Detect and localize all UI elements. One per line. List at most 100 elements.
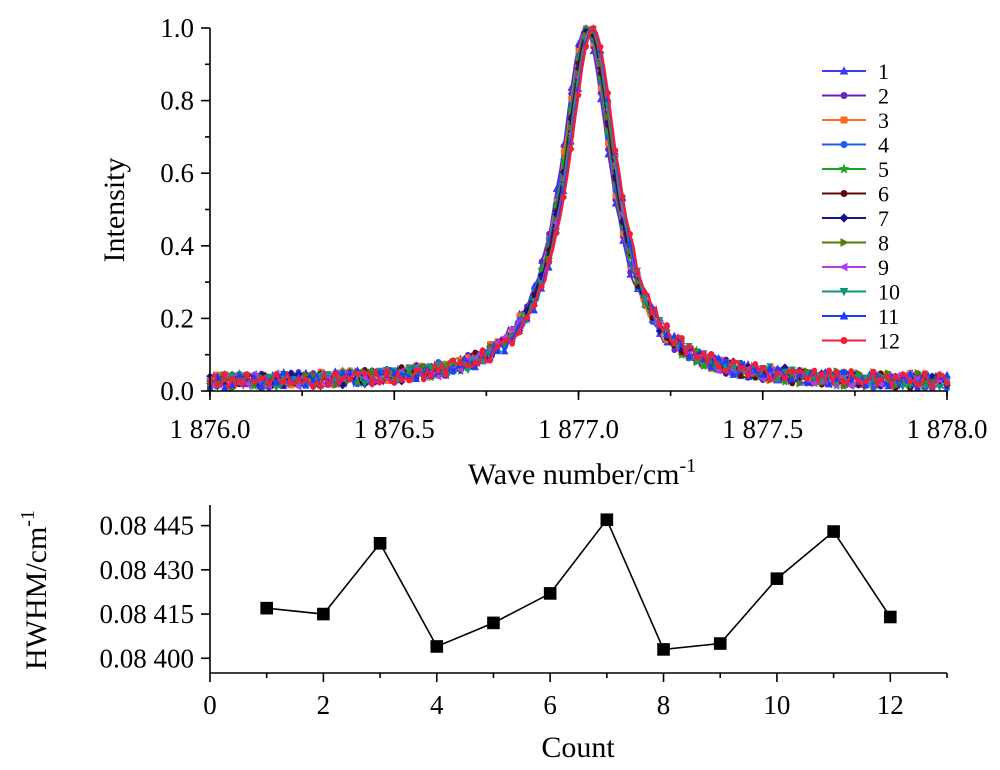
series-point <box>325 382 331 388</box>
series-point <box>921 370 928 377</box>
series-point <box>862 374 870 382</box>
legend-label: 6 <box>878 182 889 207</box>
series-point <box>361 380 369 388</box>
series-point <box>266 380 272 387</box>
series-point <box>714 367 722 375</box>
y-tick-label: 0.08 415 <box>100 599 195 629</box>
y-tick-label: 1.0 <box>160 13 194 43</box>
series-point <box>479 347 486 354</box>
x-ticks: 1 876.0 1 876.5 1 877.0 1 877.5 1 878.0 <box>170 391 988 444</box>
series-point <box>840 378 847 385</box>
legend-label: 3 <box>878 108 889 133</box>
legend-label: 7 <box>878 206 889 231</box>
series-point <box>892 373 899 380</box>
legend-label: 11 <box>878 304 899 329</box>
series-point <box>509 340 516 347</box>
x-tick-label: 10 <box>763 690 790 720</box>
series-point <box>280 368 288 376</box>
legend-swatch-marker <box>840 141 848 149</box>
series-point <box>876 380 884 389</box>
series-point <box>531 302 538 309</box>
series-point <box>708 350 715 357</box>
series-point <box>929 383 936 390</box>
spectrum-lines <box>205 24 952 393</box>
hwhm-line <box>266 518 891 651</box>
series-point <box>759 364 766 371</box>
series-point <box>619 193 626 200</box>
hwhm-point <box>600 513 614 527</box>
series-point <box>471 363 479 371</box>
series-point <box>346 369 354 377</box>
series-point <box>936 384 944 392</box>
series-point <box>310 383 317 390</box>
series-point <box>729 370 737 378</box>
series-point <box>936 372 943 379</box>
y-axis-label-superscript: -1 <box>17 510 39 527</box>
series-point <box>434 373 442 381</box>
series-point <box>369 381 376 388</box>
series-point <box>715 362 722 369</box>
series-point <box>914 381 921 388</box>
series-point <box>361 370 368 377</box>
series-point <box>907 378 914 385</box>
hwhm-point <box>487 616 500 630</box>
series-point <box>943 370 951 378</box>
series-point <box>870 384 877 391</box>
series-point <box>781 375 788 382</box>
series-point <box>295 376 302 383</box>
series-point <box>398 377 405 383</box>
legend-swatch-marker <box>840 336 848 344</box>
series-point <box>376 379 383 386</box>
series-point <box>257 382 266 390</box>
series-point <box>730 358 737 365</box>
series-point <box>457 360 464 367</box>
series-point <box>449 366 457 374</box>
y-axis-label: Intensity <box>98 158 131 263</box>
series-point <box>804 375 810 382</box>
hwhm-point <box>713 637 727 650</box>
legend-swatch-marker <box>840 190 848 198</box>
y-ticks: 0.08 400 0.08 415 0.08 430 0.08 445 <box>100 511 210 673</box>
series-point <box>745 372 751 379</box>
series-point <box>686 343 692 350</box>
series-point <box>700 350 707 357</box>
y-tick-label: 0.08 430 <box>100 555 195 585</box>
x-tick-label: 1 876.5 <box>354 414 435 444</box>
series-point <box>383 368 390 375</box>
legend-item: 8 <box>822 231 889 256</box>
series-point <box>737 365 744 372</box>
legend-label: 9 <box>878 255 889 280</box>
series-point <box>487 357 493 364</box>
legend-swatch-marker <box>840 116 848 124</box>
x-axis-label: Count <box>541 731 615 764</box>
y-tick-label: 0.6 <box>160 158 194 188</box>
series-point <box>884 382 892 390</box>
legend-item: 9 <box>822 255 889 280</box>
legend-swatch-marker <box>839 213 849 223</box>
series-point <box>302 370 310 379</box>
series-point <box>472 360 479 366</box>
legend-label: 10 <box>878 280 900 305</box>
series-point <box>818 371 825 378</box>
series-point <box>914 369 922 377</box>
series-point <box>280 378 287 385</box>
series-point <box>796 368 803 375</box>
series-point <box>575 92 582 99</box>
x-tick-label: 8 <box>657 690 671 720</box>
series-point <box>332 381 340 389</box>
series-point <box>442 371 449 378</box>
legend-item: 4 <box>822 133 889 158</box>
series-point <box>649 309 656 316</box>
series-point <box>420 376 427 383</box>
series-point <box>597 43 604 50</box>
series-point <box>214 381 221 388</box>
series-point <box>885 373 891 380</box>
series-point <box>243 371 250 377</box>
series-point <box>693 353 700 360</box>
series-point <box>810 379 818 388</box>
series-point <box>516 329 523 336</box>
x-axis-label: Wave number/cm-1 <box>468 455 696 491</box>
legend-item: 10 <box>822 280 900 305</box>
series-point <box>390 369 398 377</box>
